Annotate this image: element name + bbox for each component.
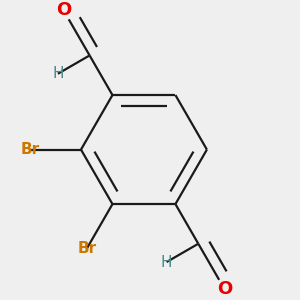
Text: H: H <box>161 254 172 269</box>
Text: Br: Br <box>21 142 40 157</box>
Text: H: H <box>52 66 64 81</box>
Text: Br: Br <box>77 241 97 256</box>
Text: O: O <box>56 1 71 19</box>
Text: O: O <box>217 280 232 298</box>
